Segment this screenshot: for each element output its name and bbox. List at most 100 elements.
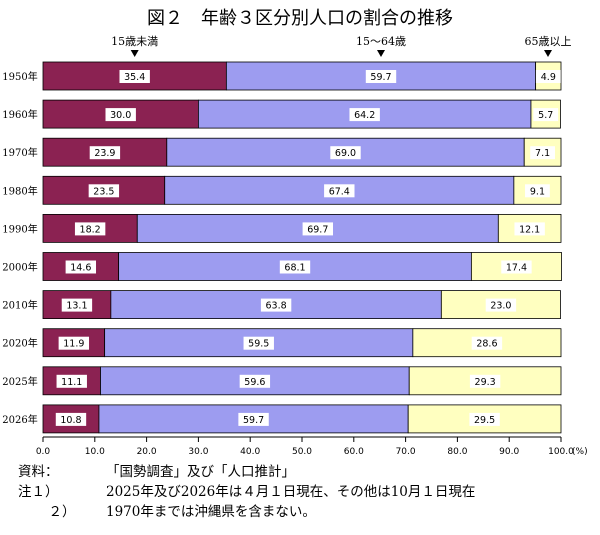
bar-row: 1970年 23.9 69.0 7.1 xyxy=(2,137,562,167)
value-label-box xyxy=(74,222,106,236)
note-2: ２） 1970年までは沖縄県を含まない。 xyxy=(18,502,593,522)
category-label: 2020年 xyxy=(2,337,37,350)
value-label-box xyxy=(485,298,517,312)
x-tick-label: 70.0 xyxy=(396,447,416,457)
legend-label: 15～64歳 xyxy=(356,35,406,48)
value-label: 7.1 xyxy=(535,148,550,159)
value-label-box xyxy=(302,222,333,236)
value-label: 29.5 xyxy=(474,415,495,426)
legend-marker-icon xyxy=(544,50,552,57)
value-label: 23.5 xyxy=(93,186,114,197)
bar-row: 2000年 14.6 68.1 17.4 xyxy=(2,252,562,281)
x-tick-label: 20.0 xyxy=(137,447,157,457)
bar-segment xyxy=(513,175,562,205)
value-label-box xyxy=(105,108,136,122)
value-label: 69.7 xyxy=(307,224,328,235)
category-label: 2000年 xyxy=(2,261,37,274)
value-label-box xyxy=(88,184,120,198)
x-tick-label: 30.0 xyxy=(188,447,208,457)
value-label: 23.0 xyxy=(490,301,511,312)
value-label-box xyxy=(349,108,380,122)
value-label-box xyxy=(469,412,500,426)
legend-item: 65歳以上 xyxy=(525,35,572,57)
value-label-box xyxy=(238,412,269,426)
value-label: 64.2 xyxy=(354,110,375,121)
legend-marker-icon xyxy=(130,50,139,57)
value-label: 67.4 xyxy=(329,186,350,197)
value-label: 68.1 xyxy=(284,263,305,274)
bar-segment xyxy=(225,61,537,91)
note-1-text: 2025年及び2026年は４月１日現在、その他は10月１日現在 xyxy=(106,484,476,500)
value-label-box xyxy=(330,146,361,160)
value-label-box xyxy=(119,70,150,83)
value-label: 18.2 xyxy=(80,224,101,235)
value-label-box xyxy=(469,374,501,388)
value-label: 59.5 xyxy=(248,339,269,350)
note-2-text: 1970年までは沖縄県を含まない。 xyxy=(106,504,316,520)
x-tick-label: 90.0 xyxy=(499,447,519,457)
value-label: 9.1 xyxy=(530,186,545,197)
bar-segment xyxy=(497,213,562,243)
bar-row: 2010年 13.1 63.8 23.0 xyxy=(2,290,561,320)
category-label: 1960年 xyxy=(2,108,37,121)
value-label: 59.7 xyxy=(243,415,264,426)
source-note: 資料： 「国勢調査」及び「人口推計」 xyxy=(18,462,593,482)
value-label-box xyxy=(89,146,121,160)
value-label-box xyxy=(501,260,532,274)
value-label: 29.3 xyxy=(475,377,496,388)
value-label: 12.1 xyxy=(519,224,540,235)
legend-marker-icon xyxy=(376,50,385,57)
bar-segment xyxy=(42,404,100,434)
value-label: 5.7 xyxy=(538,110,553,121)
note-1-label: 注１） xyxy=(18,484,59,500)
bar-row: 2025年 11.1 59.6 29.3 xyxy=(2,366,562,396)
value-label-box xyxy=(65,260,97,274)
value-label-box xyxy=(535,70,561,83)
value-label-box xyxy=(55,412,87,426)
value-label: 69.0 xyxy=(335,148,356,159)
x-axis: 0.0 10.0 20.0 30.0 40.0 50.0 60.0 70.0 80.0 90.0 1… xyxy=(36,436,588,457)
value-label: 10.8 xyxy=(60,415,81,426)
bars: 1950年 35.4 59.7 4.9 1960年 30.0 64.2 5.7 1970年 23.… xyxy=(2,61,562,434)
x-tick-label: 10.0 xyxy=(85,447,105,457)
x-tick-label: 60.0 xyxy=(344,447,364,457)
legend-label: 15歳未満 xyxy=(111,35,158,48)
category-label: 1980年 xyxy=(2,184,37,197)
bar-row: 1950年 35.4 59.7 4.9 xyxy=(2,61,562,91)
legend-item: 15～64歳 xyxy=(356,35,406,57)
value-label: 11.9 xyxy=(63,339,84,350)
value-label-box xyxy=(471,336,503,350)
value-label: 23.9 xyxy=(94,148,115,159)
bar-row: 1980年 23.5 67.4 9.1 xyxy=(2,175,562,205)
bar-row: 2026年 10.8 59.7 29.5 xyxy=(2,404,562,434)
source-label: 資料： xyxy=(18,464,59,480)
legend-label: 65歳以上 xyxy=(525,35,572,48)
value-label: 13.1 xyxy=(66,301,87,312)
legend-item: 15歳未満 xyxy=(111,35,158,57)
bar-segment xyxy=(42,366,101,396)
chart-title: 図２ 年齢３区分別人口の割合の推移 xyxy=(147,8,453,29)
source-text: 「国勢調査」及び「人口推計」 xyxy=(106,464,295,480)
category-label: 2025年 xyxy=(2,375,37,388)
category-label: 2010年 xyxy=(2,299,37,312)
category-label: 1950年 xyxy=(2,70,37,83)
bar-row: 1960年 30.0 64.2 5.7 xyxy=(2,99,561,129)
x-tick-label: 0.0 xyxy=(36,447,51,457)
value-label-box xyxy=(58,336,90,350)
value-label-box xyxy=(533,108,559,122)
value-label-box xyxy=(260,298,292,312)
note-1: 注１） 2025年及び2026年は４月１日現在、その他は10月１日現在 xyxy=(18,482,593,502)
x-tick-label: 100.0 xyxy=(548,447,574,457)
value-label: 30.0 xyxy=(110,110,131,121)
value-label: 59.6 xyxy=(244,377,265,388)
value-label-box xyxy=(514,222,545,236)
category-label: 1970年 xyxy=(2,146,37,159)
value-label: 35.4 xyxy=(124,72,145,83)
value-label-box xyxy=(56,374,87,388)
value-label-box xyxy=(279,260,311,274)
bar-row: 2020年 11.9 59.5 28.6 xyxy=(2,328,562,358)
value-label-box xyxy=(239,374,271,388)
value-label: 14.6 xyxy=(70,263,91,274)
value-label-box xyxy=(525,184,550,198)
